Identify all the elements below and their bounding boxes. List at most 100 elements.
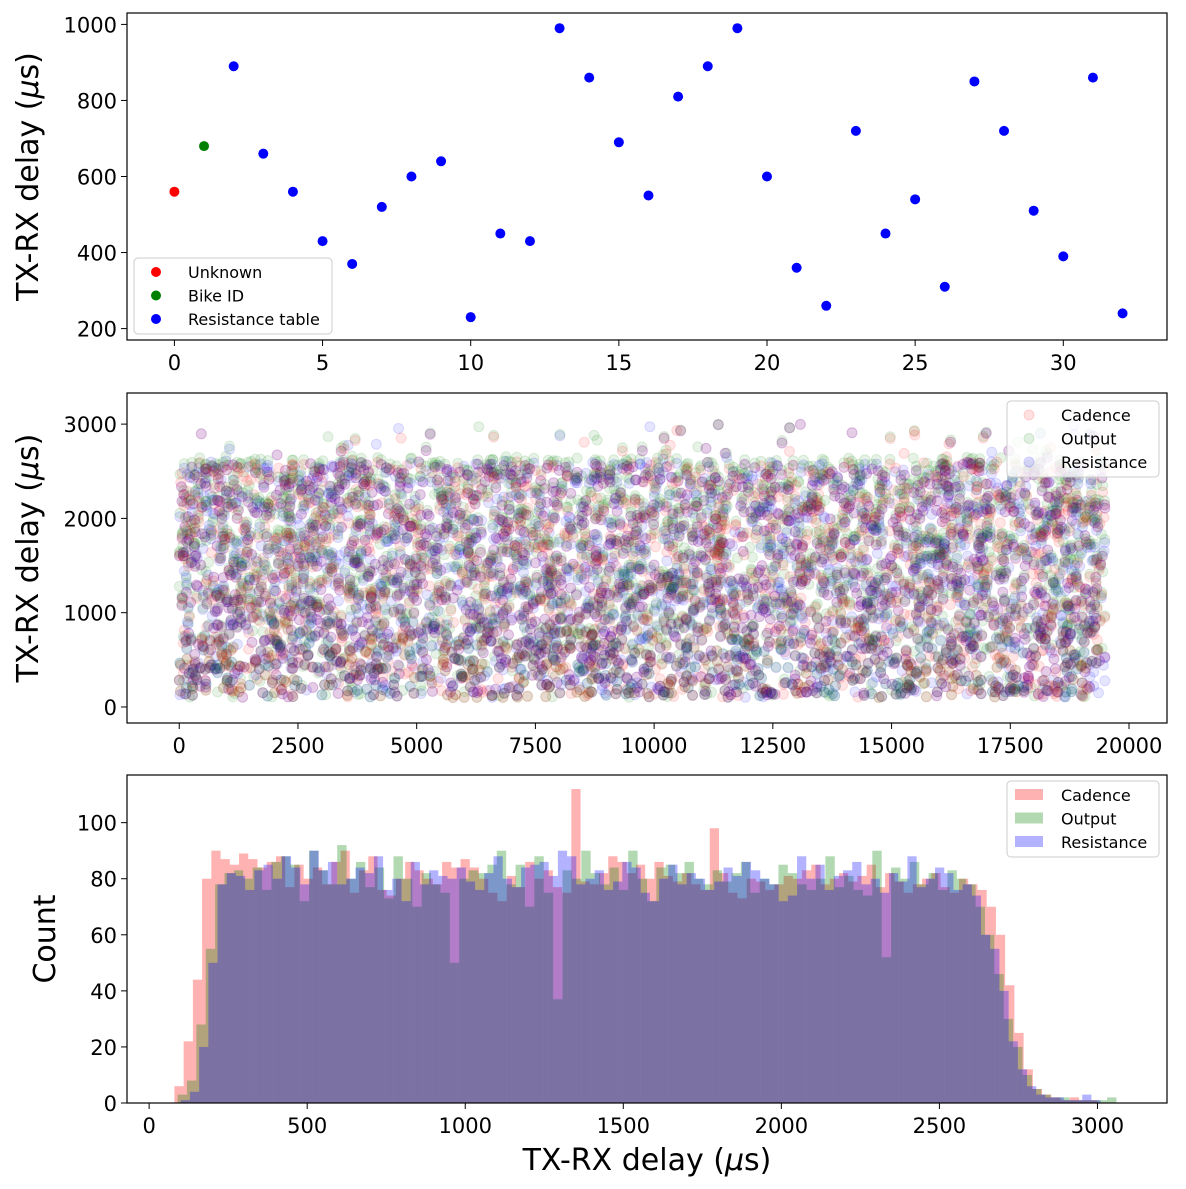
data-point (607, 557, 619, 569)
data-point (617, 565, 629, 577)
data-point (985, 674, 997, 686)
data-point (729, 648, 741, 660)
data-point (821, 300, 832, 311)
data-point (322, 431, 334, 443)
data-point (932, 619, 944, 631)
x-tick-label: 30 (1050, 351, 1077, 375)
data-point (880, 228, 891, 239)
data-point (535, 669, 546, 681)
data-point (319, 645, 331, 657)
data-point (999, 125, 1010, 136)
data-point (1022, 630, 1034, 642)
data-point (826, 532, 838, 543)
data-point (994, 517, 1006, 529)
data-point (1117, 308, 1128, 319)
data-point (993, 627, 1005, 639)
data-point (584, 72, 595, 83)
data-point (819, 522, 831, 534)
data-point (828, 521, 840, 533)
data-point (202, 465, 214, 477)
data-point (1054, 568, 1066, 580)
data-point (612, 539, 624, 551)
data-point (493, 587, 505, 599)
data-point (443, 464, 455, 476)
data-point (823, 522, 835, 534)
data-point (741, 527, 753, 539)
data-point (547, 587, 559, 599)
data-point (446, 467, 458, 479)
data-point (203, 556, 215, 568)
data-point (847, 568, 859, 580)
data-point (543, 527, 555, 539)
data-point (1073, 529, 1085, 541)
data-point (621, 471, 633, 483)
data-point (470, 527, 482, 539)
data-point (822, 567, 834, 579)
data-point (831, 523, 843, 535)
data-point (725, 593, 737, 605)
data-point (524, 639, 536, 651)
data-point (364, 597, 376, 609)
data-point (569, 673, 581, 685)
data-point (635, 542, 647, 553)
data-point (495, 228, 506, 239)
x-tick-label: 15 (605, 351, 632, 375)
data-point (382, 587, 394, 599)
data-point (282, 553, 294, 565)
data-point (809, 567, 820, 579)
data-point (1074, 581, 1086, 593)
data-point (179, 632, 190, 644)
data-point (169, 186, 180, 197)
data-point (503, 455, 515, 467)
data-point (1007, 672, 1018, 684)
data-point (382, 655, 394, 667)
data-point (603, 684, 615, 696)
data-point (1058, 251, 1069, 262)
data-point (609, 516, 621, 528)
data-point (766, 539, 778, 551)
data-point (874, 486, 886, 498)
x-tick-label: 0 (168, 351, 181, 375)
data-point (890, 688, 902, 700)
data-point (753, 599, 765, 611)
data-point (863, 686, 875, 697)
plot-area (169, 23, 1128, 323)
data-point (791, 262, 802, 273)
data-point (959, 666, 971, 678)
data-point (622, 596, 634, 608)
data-point (964, 575, 975, 587)
data-point (1082, 502, 1094, 514)
data-point (465, 312, 476, 323)
data-point (432, 605, 444, 617)
data-point (1091, 500, 1103, 512)
data-point (1077, 684, 1089, 696)
data-point (434, 606, 446, 618)
data-point (996, 545, 1008, 556)
data-point (591, 434, 603, 446)
data-point (376, 581, 388, 592)
data-point (939, 281, 950, 292)
data-point (991, 534, 1003, 546)
data-point (636, 441, 648, 453)
data-point (918, 530, 930, 542)
data-point (668, 690, 680, 702)
data-point (719, 669, 731, 681)
data-point (617, 660, 628, 671)
data-point (473, 489, 484, 501)
data-point (806, 628, 818, 639)
data-point (1013, 545, 1024, 557)
legend-label: Resistance table (188, 310, 320, 329)
data-point (473, 421, 485, 433)
data-point (634, 458, 646, 470)
data-point (286, 662, 298, 674)
data-point (190, 548, 202, 560)
data-point (614, 517, 626, 529)
data-point (296, 557, 308, 569)
data-point (942, 498, 954, 509)
data-point (466, 578, 478, 590)
data-point (399, 585, 410, 597)
data-point (630, 582, 642, 594)
data-point (258, 148, 269, 159)
legend-label: Unknown (188, 263, 262, 282)
data-point (572, 494, 584, 506)
